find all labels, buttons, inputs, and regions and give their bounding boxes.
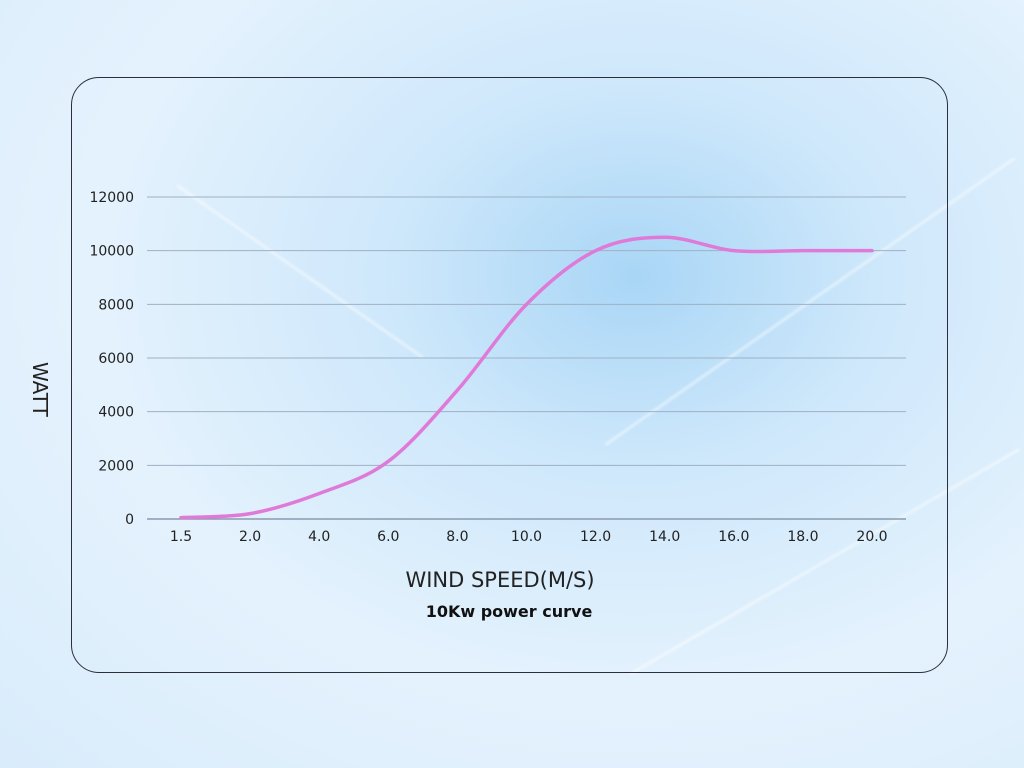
x-tick-label: 16.0 [718, 529, 749, 545]
y-tick-label: 10000 [89, 244, 134, 260]
x-tick-label: 14.0 [649, 529, 680, 545]
chart-title: 10Kw power curve [425, 602, 593, 621]
y-tick-label: 8000 [98, 297, 134, 313]
y-tick-label: 2000 [98, 458, 134, 474]
x-tick-label: 8.0 [446, 529, 468, 545]
x-tick-label: 6.0 [377, 529, 399, 545]
y-tick-label: 4000 [98, 405, 134, 421]
y-tick-label: 6000 [98, 351, 134, 367]
x-tick-label: 12.0 [580, 529, 611, 545]
series-line-power [179, 235, 874, 520]
y-axis-label: WATT [28, 362, 52, 417]
y-tick-label: 12000 [89, 190, 134, 206]
x-tick-label: 2.0 [239, 529, 261, 545]
x-tick-label: 4.0 [308, 529, 330, 545]
chart-card [71, 77, 948, 673]
x-tick-label: 10.0 [511, 529, 542, 545]
x-axis-label: WIND SPEED(M/S) [405, 568, 595, 592]
x-tick-label: 1.5 [170, 529, 192, 545]
x-tick-label: 20.0 [856, 529, 887, 545]
y-tick-label: 0 [125, 512, 134, 528]
x-tick-label: 18.0 [787, 529, 818, 545]
